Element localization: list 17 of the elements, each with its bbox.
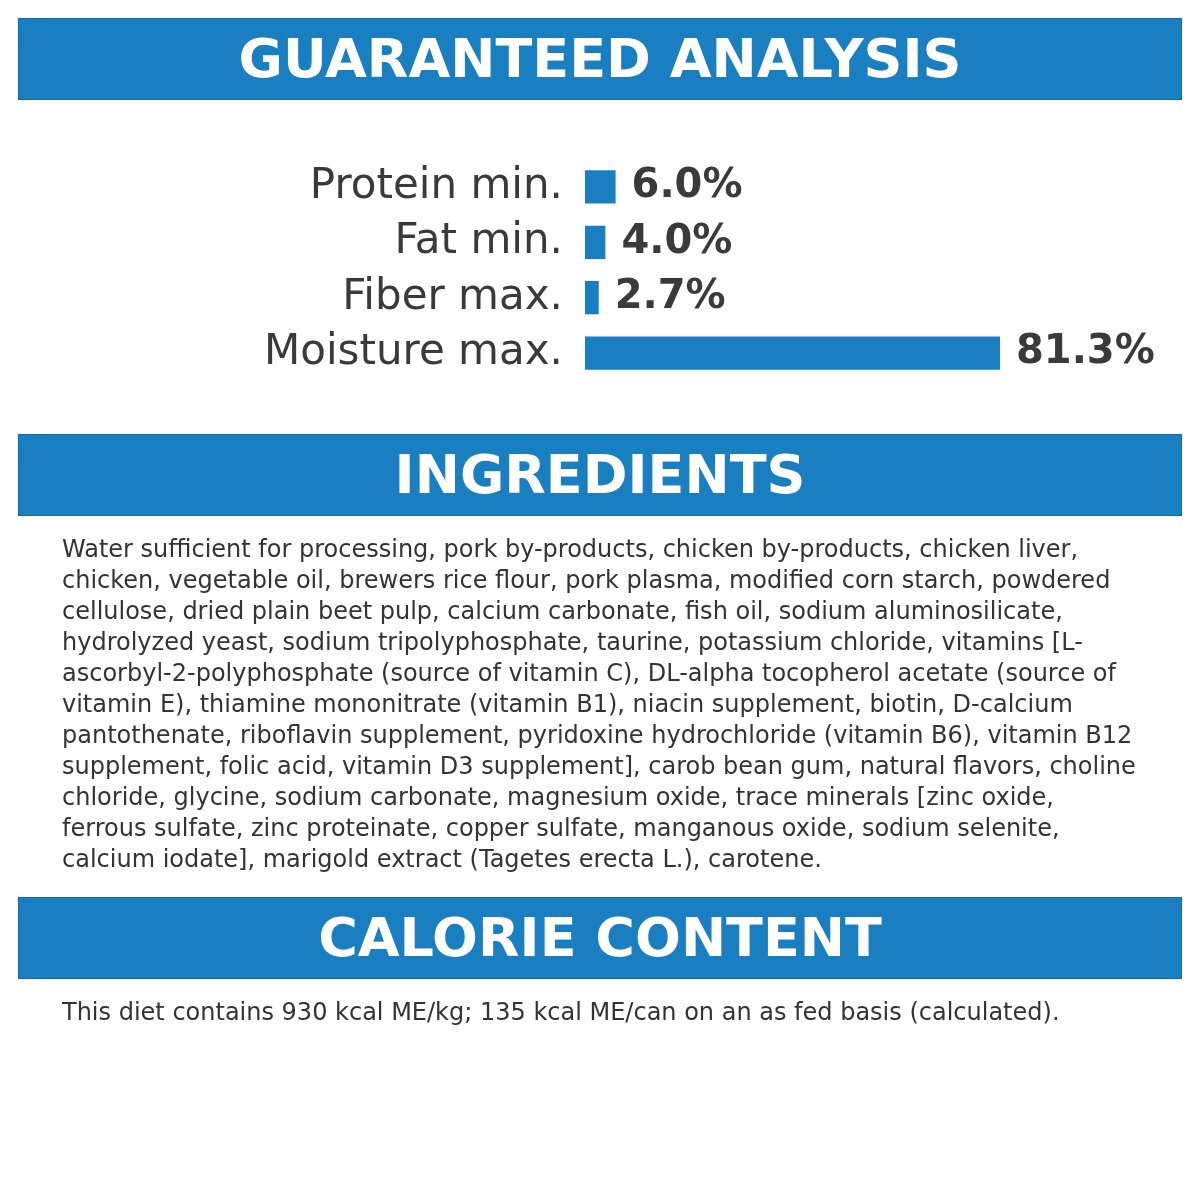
chart-title: GUARANTEED ANALYSIS: [18, 18, 1182, 100]
text: Water sufficient for processing, pork by-products, chicken by-products, chicken liver, chicken, vegetable oil, brewers rice flour, pork plasma, modified corn starch, powdered cellulose, dried plain beet pulp, calcium carbonate, fish oil, sodium aluminosilicate, hydrolyzed yeast, sodium tripolyphosphate, taurine, potassium chloride, vitamins [L-ascorbyl-2-polyphosphate (source of vitamin C), DL-alpha tocopherol acetate (source of vitamin E), thiamine mononitrate (vitamin B1), niacin supplement, biotin, D-calcium pantothenate, riboflavin supplement, pyridoxine hydrochloride (vitamin B6), vitamin B12 supplement, folic acid, vitamin D3 supplement], carob bean gum, natural flavors, choline chloride, glycine, sodium carbonate, magnesium oxide, trace minerals [zinc oxide, ferrous sulfate, zinc proteinate, copper sulfate, manganous oxide, sodium selenite, calcium iodate], marigold extract (Tagetes erecta L.), carotene.: [62, 535, 1136, 873]
bar: [584, 336, 1000, 370]
text: CALORIE CONTENT: [18, 897, 1182, 979]
data-label: 6.0%: [631, 160, 743, 207]
y-tick-label: Moisture max.: [263, 325, 563, 375]
data-label: 4.0%: [621, 215, 733, 262]
bar: [584, 170, 616, 204]
y-tick-label: Fat min.: [394, 214, 563, 264]
text: INGREDIENTS: [18, 434, 1182, 516]
bar: [584, 281, 599, 315]
data-label: 2.7%: [614, 271, 726, 318]
bar: [584, 225, 606, 259]
y-tick-label: Fiber max.: [342, 269, 563, 319]
data-label: 81.3%: [1016, 326, 1155, 373]
text: This diet contains 930 kcal ME/kg; 135 kcal ME/can on an as fed basis (calculated).: [62, 997, 1061, 1028]
y-tick-label: Protein min.: [309, 158, 563, 208]
